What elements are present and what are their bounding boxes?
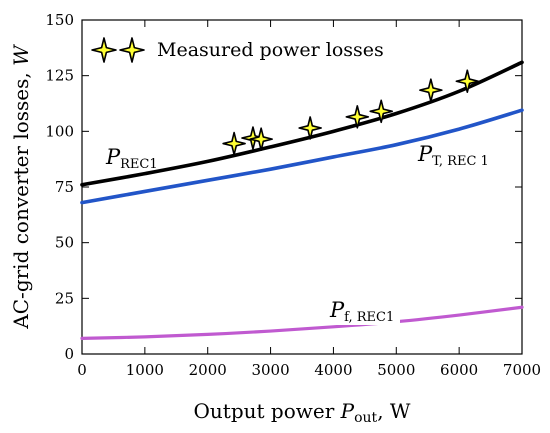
legend-label: Measured power losses: [157, 39, 384, 61]
x-tick-label: 5000: [377, 361, 415, 379]
measured-point: [455, 69, 480, 94]
measured-point: [298, 116, 322, 140]
label-p-t-rec1: PT, REC 1: [417, 142, 489, 169]
measured-point: [419, 78, 443, 102]
measured-point: [345, 105, 370, 129]
line-p-rec1: [80, 60, 524, 187]
x-axis-title: Output power Pout, W: [194, 399, 411, 426]
measured-point: [369, 99, 393, 124]
y-tick-label: 100: [45, 122, 74, 140]
line-p-f-rec1: [80, 305, 524, 341]
x-tick-label: 4000: [314, 361, 352, 379]
label-p-rec1: PREC1: [105, 145, 158, 172]
y-tick-label: 125: [45, 67, 74, 85]
x-tick-label: 6000: [440, 361, 478, 379]
y-tick-label: 25: [55, 289, 74, 307]
legend-marker: [119, 37, 145, 63]
measured-point: [222, 131, 246, 156]
plot-frame: [81, 19, 523, 355]
y-axis-title: AC-grid converter losses, W: [9, 44, 33, 330]
measured-point: [249, 127, 273, 151]
y-tick-label: 75: [55, 178, 74, 196]
plot-area: 0 1000 2000 3000 4000 5000 6000 7000 0 25 50 75 100 1…: [9, 11, 541, 426]
label-p-f-rec1: Pf, REC1: [329, 298, 394, 325]
label-backdrop: [326, 295, 400, 325]
x-tick-label: 7000: [503, 361, 541, 379]
x-tick-label: 3000: [251, 361, 289, 379]
line-p-t-rec1: [80, 108, 524, 205]
x-tick-label: 0: [77, 361, 87, 379]
x-tick-label: 1000: [126, 361, 164, 379]
y-tick-label: 150: [45, 11, 74, 29]
x-tick-label: 2000: [189, 361, 227, 379]
y-tick-label: 0: [64, 345, 74, 363]
legend-marker: [91, 37, 117, 63]
y-tick-label: 50: [55, 234, 74, 252]
